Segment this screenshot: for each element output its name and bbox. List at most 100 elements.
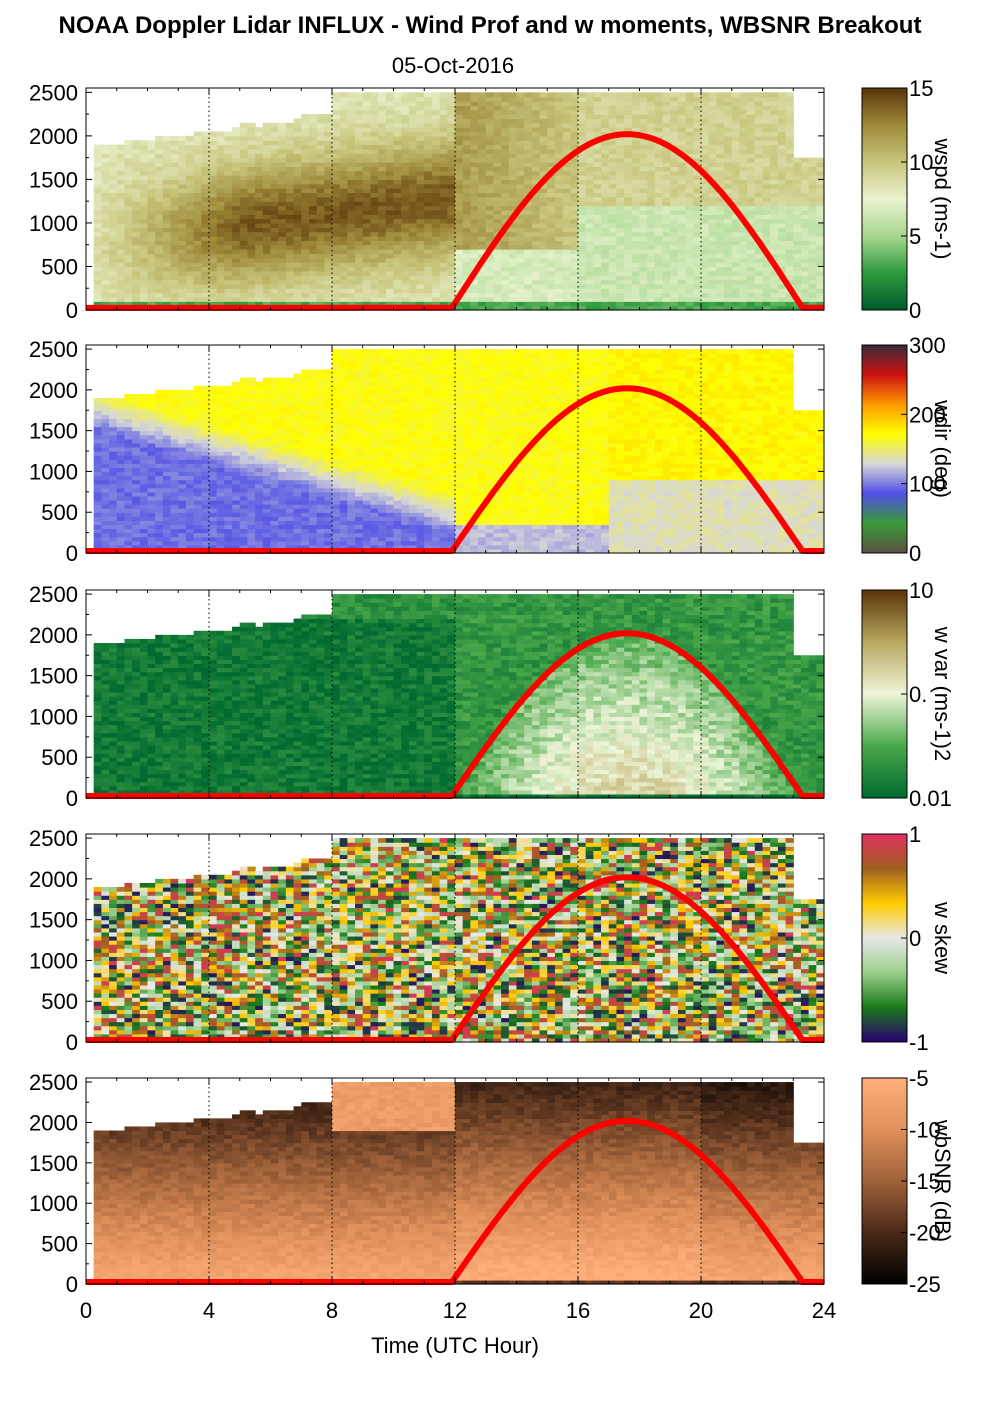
heatmap-cell [563,206,571,211]
heatmap-cell [440,114,448,119]
heatmap-cell [240,145,248,150]
heatmap-cell [716,175,724,180]
heatmap-cell [255,293,263,298]
heatmap-cell [163,188,171,193]
heatmap-cell [663,123,671,128]
heatmap-cell [716,201,724,206]
heatmap-cell [355,114,363,119]
heatmap-cell [609,271,617,276]
heatmap-cell [709,140,717,145]
heatmap-cell [624,219,632,224]
heatmap-cell [501,171,509,176]
heatmap-cell [370,145,378,150]
heatmap-cell [378,258,386,263]
heatmap-cell [94,284,102,289]
heatmap-cell [655,253,663,258]
heatmap-cell [347,201,355,206]
heatmap-cell [132,236,140,241]
heatmap-cell [463,297,471,302]
heatmap-cell [194,166,202,171]
heatmap-cell [670,258,678,263]
heatmap-cell [163,459,171,464]
heatmap-cell [701,197,709,202]
heatmap-cell [463,206,471,211]
heatmap-cell [524,132,532,137]
heatmap-cell [763,275,771,280]
heatmap-cell [347,92,355,97]
heatmap-cell [255,192,263,197]
heatmap-cell [678,245,686,250]
heatmap-cell [132,463,140,468]
heatmap-cell [463,132,471,137]
heatmap-cell [463,266,471,271]
heatmap-cell [724,92,732,97]
heatmap-cell [340,123,348,128]
heatmap-cell [493,206,501,211]
heatmap-cell [217,284,225,289]
heatmap-cell [271,136,279,141]
heatmap-cell [224,258,232,263]
heatmap-cell [486,105,494,110]
heatmap-cell [301,240,309,245]
heatmap-cell [340,149,348,154]
heatmap-cell [186,516,194,521]
heatmap-cell [716,140,724,145]
heatmap-cell [148,288,156,293]
heatmap-cell [647,105,655,110]
heatmap-cell [801,240,809,245]
heatmap-cell [701,123,709,128]
heatmap-cell [201,297,209,302]
heatmap-cell [640,223,648,228]
heatmap-cell [432,97,440,102]
heatmap-cell [332,249,340,254]
heatmap-cell [194,297,202,302]
heatmap-cell [478,114,486,119]
heatmap-cell [332,210,340,215]
heatmap-cell [809,253,817,258]
heatmap-cell [347,140,355,145]
heatmap-cell [701,262,709,267]
heatmap-cell [670,280,678,285]
heatmap-cell [263,253,271,258]
heatmap-cell [540,284,548,289]
heatmap-cell [209,140,217,145]
heatmap-cell [609,262,617,267]
heatmap-cell [317,118,325,123]
heatmap-cell [117,245,125,250]
heatmap-cell [509,92,517,97]
heatmap-cell [101,192,109,197]
heatmap-cell [255,240,263,245]
heatmap-cell [778,105,786,110]
heatmap-cell [693,249,701,254]
heatmap-cell [232,175,240,180]
heatmap-cell [616,284,624,289]
heatmap-cell [709,110,717,115]
heatmap-cell [747,171,755,176]
heatmap-cell [555,175,563,180]
heatmap-cell [786,188,794,193]
heatmap-cell [609,219,617,224]
heatmap-cell [148,533,156,538]
heatmap-cell [271,293,279,298]
heatmap-cell [570,214,578,219]
heatmap-cell [593,192,601,197]
heatmap-cell [401,271,409,276]
heatmap-cell [701,101,709,106]
heatmap-cell [770,192,778,197]
heatmap-cell [609,280,617,285]
heatmap-cell [340,262,348,267]
heatmap-cell [778,153,786,158]
heatmap-cell [686,201,694,206]
heatmap-cell [94,488,102,493]
heatmap-cell [793,236,801,241]
heatmap-cell [524,166,532,171]
heatmap-cell [132,414,140,419]
heatmap-cell [678,240,686,245]
heatmap-cell [555,97,563,102]
heatmap-cell [716,153,724,158]
heatmap-cell [517,114,525,119]
heatmap-cell [478,132,486,137]
heatmap-cell [370,262,378,267]
heatmap-cell [563,171,571,176]
heatmap-cell [470,245,478,250]
